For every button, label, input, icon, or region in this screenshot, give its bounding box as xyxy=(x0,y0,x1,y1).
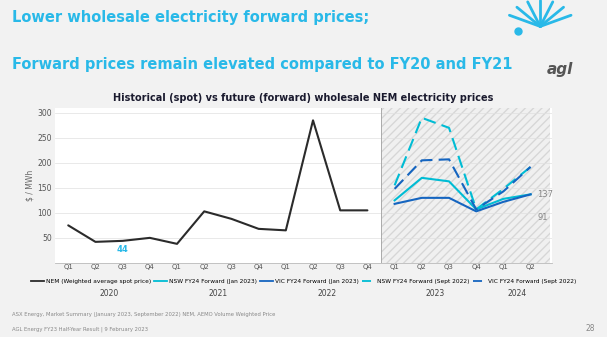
Y-axis label: $ / MWh: $ / MWh xyxy=(25,170,35,201)
Text: Forward prices remain elevated compared to FY20 and FY21: Forward prices remain elevated compared … xyxy=(12,57,513,72)
Text: 2020: 2020 xyxy=(100,289,118,298)
Legend: NEM (Weighted average spot price), NSW FY24 Forward (Jan 2023), VIC FY24 Forward: NEM (Weighted average spot price), NSW F… xyxy=(29,277,578,286)
Text: 2024: 2024 xyxy=(507,289,527,298)
Text: 2021: 2021 xyxy=(208,289,228,298)
Text: 2023: 2023 xyxy=(426,289,445,298)
Text: 91: 91 xyxy=(537,213,548,222)
Text: 28: 28 xyxy=(585,324,595,333)
Text: 137: 137 xyxy=(537,190,554,199)
Bar xyxy=(381,108,550,263)
Text: agl: agl xyxy=(547,62,573,78)
Title: Historical (spot) vs future (forward) wholesale NEM electricity prices: Historical (spot) vs future (forward) wh… xyxy=(114,93,493,103)
Text: 44: 44 xyxy=(117,245,129,254)
Text: 2022: 2022 xyxy=(317,289,336,298)
Text: AGL Energy FY23 Half-Year Result | 9 February 2023: AGL Energy FY23 Half-Year Result | 9 Feb… xyxy=(12,327,148,332)
Text: Lower wholesale electricity forward prices;: Lower wholesale electricity forward pric… xyxy=(12,10,370,25)
Text: ASX Energy, Market Summary (January 2023, September 2022) NEM, AEMO Volume Weigh: ASX Energy, Market Summary (January 2023… xyxy=(12,312,276,317)
Bar xyxy=(381,108,550,263)
